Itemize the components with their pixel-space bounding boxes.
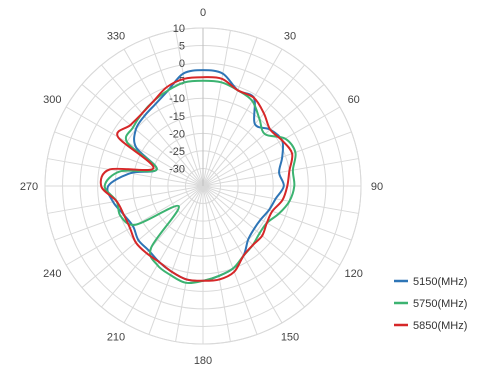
radial-tick-label: 10 — [173, 23, 185, 35]
polar-grid — [44, 27, 362, 345]
angle-tick-label: 270 — [20, 181, 38, 193]
legend-label: 5750(MHz) — [413, 298, 467, 310]
grid-spoke — [81, 185, 204, 288]
angle-tick-label: 60 — [348, 94, 360, 106]
grid-spoke — [202, 30, 231, 187]
radial-tick-label: -15 — [169, 111, 185, 123]
grid-spoke — [202, 185, 231, 342]
radial-tick-labels: 10 5 0 -5 -10 -15 -20 -25 -30 — [169, 23, 185, 175]
angle-tick-label: 210 — [107, 332, 125, 344]
radial-tick-label: -10 — [169, 93, 185, 105]
angle-tick-labels: 0 30 60 90 120 150 180 210 240 270 300 330 — [20, 7, 383, 367]
radial-tick-label: -5 — [175, 76, 185, 88]
grid-spoke — [47, 185, 204, 214]
grid-spoke — [148, 37, 204, 187]
grid-spoke — [202, 106, 341, 187]
angle-tick-label: 300 — [43, 94, 61, 106]
series-line-3 — [99, 76, 294, 282]
grid-spoke — [202, 185, 359, 214]
grid-spoke — [202, 158, 359, 187]
grid-spoke — [123, 185, 204, 324]
grid-spoke — [47, 158, 204, 187]
radial-tick-label: -25 — [169, 146, 185, 158]
grid-spoke — [123, 48, 204, 187]
grid-spoke — [202, 185, 341, 266]
grid-spoke — [202, 185, 258, 335]
grid-spoke — [54, 185, 204, 241]
grid-spoke — [202, 64, 305, 187]
grid-spoke — [202, 185, 325, 288]
radial-tick-label: -20 — [169, 128, 185, 140]
grid-spoke — [202, 185, 305, 308]
radial-tick-label: 5 — [179, 41, 185, 53]
grid-spoke — [202, 131, 352, 187]
grid-spoke — [202, 84, 325, 187]
angle-tick-label: 120 — [345, 268, 363, 280]
grid-spoke — [202, 185, 283, 324]
angle-tick-label: 30 — [284, 30, 296, 42]
grid-spoke — [202, 37, 258, 187]
angle-tick-label: 0 — [200, 7, 206, 19]
grid-spoke — [101, 64, 204, 187]
legend-label: 5850(MHz) — [413, 320, 467, 332]
grid-spoke — [202, 48, 283, 187]
grid-spoke — [175, 30, 204, 187]
grid-spoke — [148, 185, 204, 335]
grid-spoke — [81, 84, 204, 187]
angle-tick-label: 150 — [281, 332, 299, 344]
angle-tick-label: 90 — [371, 181, 383, 193]
angle-tick-label: 240 — [43, 268, 61, 280]
legend: 5150(MHz) 5750(MHz) 5850(MHz) — [394, 276, 467, 332]
grid-spoke — [175, 185, 204, 342]
angle-tick-label: 330 — [107, 30, 125, 42]
angle-tick-label: 180 — [194, 355, 212, 367]
radial-tick-label: 0 — [179, 58, 185, 70]
grid-spoke — [202, 185, 352, 241]
legend-label: 5150(MHz) — [413, 276, 467, 288]
series-layer — [99, 69, 297, 285]
grid-spoke — [54, 131, 204, 187]
radial-tick-label: -30 — [169, 163, 185, 175]
